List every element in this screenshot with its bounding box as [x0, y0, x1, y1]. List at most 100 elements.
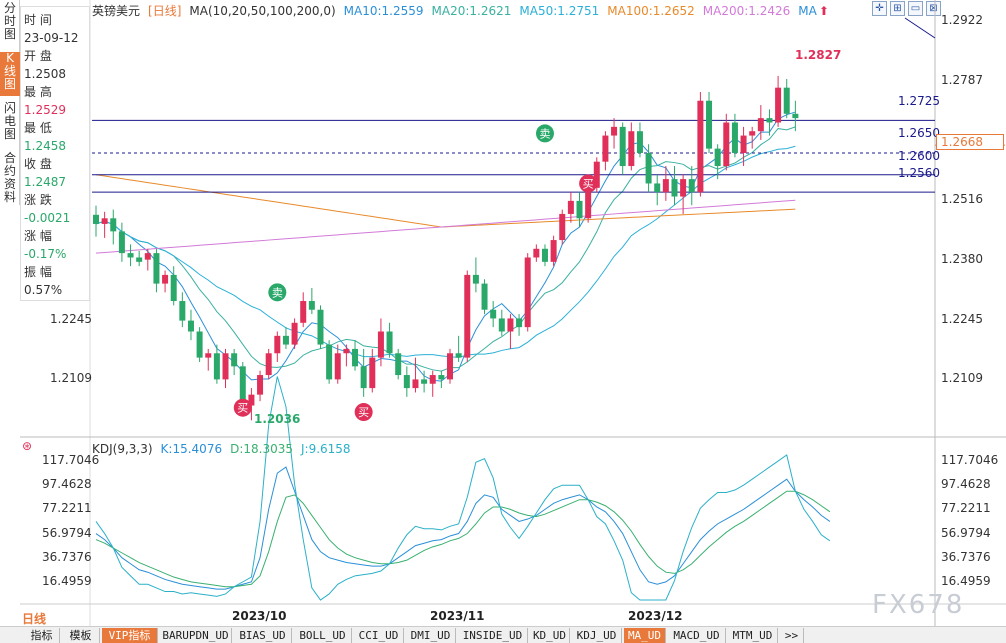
tab-candlestick[interactable]: K 线 图 [0, 52, 20, 96]
zoom-out-icon[interactable]: ▭ [908, 1, 923, 16]
kdj-axis-label: 56.9794 [941, 526, 991, 540]
kdj-line-k [95, 466, 831, 590]
pct-value: -0.17% [24, 247, 67, 261]
amplitude-value: 0.57% [24, 283, 63, 297]
sell-marker-label: 卖 [272, 286, 283, 299]
ohlc-info-panel: 时 间 23-09-12 开 盘 1.2508 最 高 1.2529 最 低 1… [20, 6, 90, 301]
candle-body [421, 379, 428, 384]
candle-body [662, 179, 669, 193]
candle-body [386, 331, 393, 354]
candle-body [749, 131, 756, 136]
tab-contract-info[interactable]: 合 约 资 料 [3, 151, 16, 204]
candle-body [766, 118, 773, 123]
candle-body [611, 126, 618, 136]
candle-body [576, 200, 583, 219]
candle-body [792, 113, 799, 119]
tab-dmi[interactable]: DMI_UD [406, 628, 456, 643]
candle-body [688, 179, 695, 193]
candle-body [412, 379, 419, 389]
kdj-axis-label: 117.7046 [941, 453, 999, 467]
kdj-line-j [95, 376, 831, 601]
candle-body [472, 274, 479, 284]
candle-body [144, 253, 151, 260]
sell-marker-circle [535, 124, 554, 143]
time-value: 23-09-12 [24, 31, 79, 45]
high-annotation: 1.2827 [795, 48, 842, 62]
candle-body [153, 253, 160, 284]
current-price-tag: 1.2668 [936, 134, 1004, 150]
ma-params: MA(10,20,50,100,200,0) [189, 4, 336, 18]
price-axis-label: 1.2516 [941, 192, 983, 206]
candle-body [343, 348, 350, 354]
candle-body [654, 183, 661, 193]
kdj-axis-label: 77.2211 [941, 501, 991, 515]
sell-marker-circle [268, 283, 287, 302]
candle-body [507, 318, 514, 332]
candle-body [438, 375, 445, 380]
tab-cci[interactable]: CCI_UD [354, 628, 404, 643]
candle-body [593, 161, 600, 188]
zoom-in-icon[interactable]: ⊞ [890, 1, 905, 16]
candle-body [326, 344, 333, 380]
candle-body [498, 318, 505, 332]
indicator-tab-bar: 指标 模板 VIP指标 BARUPDN_UD BIAS_UD BOLL_UD C… [0, 626, 1006, 643]
candle-body [334, 353, 341, 380]
candle-body [516, 318, 523, 328]
trend-line [904, 17, 936, 39]
tab-time-sharing[interactable]: 分 时 图 [3, 1, 16, 41]
tab-template[interactable]: 模板 [62, 628, 100, 643]
period-button[interactable]: 日线 [22, 612, 47, 626]
candle-body [602, 135, 609, 162]
open-value: 1.2508 [24, 67, 66, 81]
high-value: 1.2529 [24, 103, 66, 117]
candle-body [369, 357, 376, 389]
tab-boll[interactable]: BOLL_UD [294, 628, 352, 643]
maximize-icon[interactable]: ⊠ [926, 1, 941, 16]
left-price-label: 1.2245 [50, 312, 92, 326]
crosshair-icon[interactable]: ✛ [872, 1, 887, 16]
candle-body [645, 152, 652, 184]
tab-indicator[interactable]: 指标 [24, 628, 60, 643]
x-axis-label: 2023/12 [628, 609, 683, 623]
time-label: 时 间 [24, 13, 52, 27]
ma100-value: MA100:1.2652 [607, 4, 695, 18]
candle-body [257, 375, 264, 395]
tab-lightning[interactable]: 闪 电 图 [3, 101, 16, 141]
tab-ma[interactable]: MA_UD [624, 628, 666, 643]
tab-barupdn[interactable]: BARUPDN_UD [160, 628, 232, 643]
ma200-value: MA200:1.2426 [702, 4, 791, 18]
x-axis-label: 2023/11 [430, 609, 485, 623]
candle-body [567, 200, 574, 214]
candle-body [308, 301, 315, 310]
candle-body [671, 179, 678, 197]
tab-inside[interactable]: INSIDE_UD [458, 628, 528, 643]
candle-body [239, 366, 246, 406]
kdj-title: KDJ(9,3,3) [92, 442, 153, 456]
tab-macd[interactable]: MACD_UD [668, 628, 726, 643]
kdj-j-value: J:9.6158 [301, 442, 351, 456]
settings-arrow-icon[interactable]: ⬆ [818, 4, 829, 18]
candle-body [464, 274, 471, 358]
candle-body [248, 394, 255, 406]
kdj-header: KDJ(9,3,3) K:15.4076 D:18.3035 J:9.6158 [92, 442, 359, 456]
candle-body [93, 214, 99, 224]
symbol-name: 英镑美元 [92, 4, 141, 18]
tab-kd[interactable]: KD_UD [530, 628, 570, 643]
ma-line-ma10 [95, 111, 796, 382]
candle-body [628, 131, 635, 167]
tab-bias[interactable]: BIAS_UD [234, 628, 292, 643]
indicator-settings-icon[interactable]: ⊛ [22, 439, 33, 453]
tab-vip-indicator[interactable]: VIP指标 [102, 628, 158, 643]
tab-kdj[interactable]: KDJ_UD [572, 628, 622, 643]
tab-more[interactable]: >> [780, 628, 804, 643]
open-label: 开 盘 [24, 49, 52, 63]
left-price-label: 1.2109 [50, 371, 92, 385]
kdj-left-label: 36.7376 [42, 550, 92, 564]
candle-body [136, 257, 143, 262]
price-axis-label: 1.2787 [941, 73, 983, 87]
candle-body [118, 231, 125, 254]
low-value: 1.2458 [24, 139, 66, 153]
buy-marker-circle [354, 403, 373, 422]
tab-mtm[interactable]: MTM_UD [728, 628, 778, 643]
